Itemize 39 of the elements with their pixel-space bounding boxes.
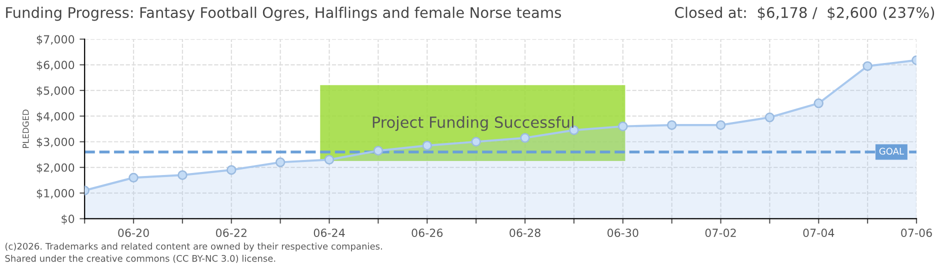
point (862, 61, 872, 71)
point (226, 165, 236, 175)
point (471, 136, 481, 147)
y-tick-label: $5,000 (36, 86, 74, 96)
text: Shared under the creative commons (CC BY-NC 3.0) license. (5, 254, 276, 263)
chart-title: Funding Progress: Fantasy Football Ogres, Halflings and female Norse teams (6, 6, 561, 21)
y-tick-label: $1,000 (36, 188, 74, 199)
point (324, 154, 334, 165)
y-tick-label: $6,000 (36, 60, 74, 71)
y-tick-label: $4,000 (36, 112, 74, 122)
point (520, 133, 530, 143)
y-tick-label: $3,000 (36, 138, 74, 148)
x-tick-label: 07-02 (705, 228, 736, 238)
x-tick-label: 06-22 (216, 228, 246, 238)
x-tick-label: 06-26 (412, 228, 443, 238)
point (764, 112, 775, 122)
y-tick-label: $2,000 (36, 163, 74, 174)
point (373, 146, 384, 156)
x-tick-label: 06-28 (510, 228, 540, 238)
x-tick-label: 06-20 (118, 228, 149, 238)
point (666, 120, 677, 130)
annotation: Project Funding Successful (372, 116, 574, 131)
x-tick-label: 07-06 (901, 228, 932, 238)
point (178, 170, 188, 180)
point (618, 122, 628, 132)
y-tick-label: $7,000 (36, 34, 74, 46)
x-tick-label: 06-30 (607, 228, 638, 238)
chart-subtitle: Closed at: $6,178 / $2,600 (237%) (675, 6, 934, 20)
x-tick-label: 07-04 (803, 228, 834, 238)
point (716, 120, 726, 130)
point (275, 157, 286, 168)
text: (c)2026. Trademarks and related content are owned by their respective companies. (5, 242, 382, 252)
ref-line-label: GOAL (879, 148, 904, 155)
point (814, 98, 824, 108)
point (128, 172, 138, 183)
x-tick-label: 06-24 (314, 228, 345, 238)
y-axis-title: PLEDGED (22, 110, 29, 148)
point (422, 140, 432, 150)
y-tick-label: $0 (62, 214, 74, 225)
